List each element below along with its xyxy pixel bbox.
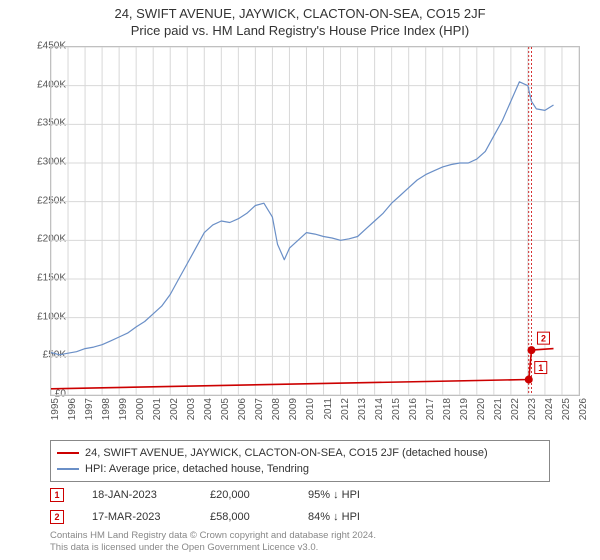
x-tick-label: 2023 bbox=[527, 398, 538, 420]
chart-footer: Contains HM Land Registry data © Crown c… bbox=[50, 530, 376, 554]
x-tick-label: 1997 bbox=[84, 398, 95, 420]
legend-label-price-paid: 24, SWIFT AVENUE, JAYWICK, CLACTON-ON-SE… bbox=[85, 445, 488, 461]
x-tick-label: 2001 bbox=[152, 398, 163, 420]
x-tick-label: 2003 bbox=[186, 398, 197, 420]
transaction-date: 18-JAN-2023 bbox=[92, 489, 182, 501]
x-tick-label: 2010 bbox=[305, 398, 316, 420]
x-tick-label: 2016 bbox=[408, 398, 419, 420]
svg-text:1: 1 bbox=[538, 363, 543, 373]
title-address: 24, SWIFT AVENUE, JAYWICK, CLACTON-ON-SE… bbox=[0, 6, 600, 21]
chart-legend: 24, SWIFT AVENUE, JAYWICK, CLACTON-ON-SE… bbox=[50, 440, 550, 482]
x-tick-label: 2014 bbox=[374, 398, 385, 420]
x-tick-label: 2000 bbox=[135, 398, 146, 420]
legend-swatch-hpi bbox=[57, 468, 79, 470]
svg-text:2: 2 bbox=[541, 334, 546, 344]
x-tick-label: 2022 bbox=[510, 398, 521, 420]
x-tick-label: 2011 bbox=[323, 398, 334, 420]
legend-row-hpi: HPI: Average price, detached house, Tend… bbox=[57, 461, 543, 477]
legend-row-price-paid: 24, SWIFT AVENUE, JAYWICK, CLACTON-ON-SE… bbox=[57, 445, 543, 461]
x-tick-label: 1996 bbox=[67, 398, 78, 420]
title-subtitle: Price paid vs. HM Land Registry's House … bbox=[0, 23, 600, 38]
x-tick-label: 2018 bbox=[442, 398, 453, 420]
x-tick-label: 2019 bbox=[459, 398, 470, 420]
table-row: 2 17-MAR-2023 £58,000 84% ↓ HPI bbox=[50, 506, 408, 528]
footer-line2: This data is licensed under the Open Gov… bbox=[50, 542, 376, 554]
chart-titles: 24, SWIFT AVENUE, JAYWICK, CLACTON-ON-SE… bbox=[0, 0, 600, 38]
chart-container: 24, SWIFT AVENUE, JAYWICK, CLACTON-ON-SE… bbox=[0, 0, 600, 560]
x-tick-label: 2015 bbox=[391, 398, 402, 420]
x-tick-label: 2007 bbox=[254, 398, 265, 420]
x-tick-label: 2004 bbox=[203, 398, 214, 420]
x-tick-label: 2009 bbox=[288, 398, 299, 420]
legend-swatch-price-paid bbox=[57, 452, 79, 454]
table-row: 1 18-JAN-2023 £20,000 95% ↓ HPI bbox=[50, 484, 408, 506]
x-tick-label: 2020 bbox=[476, 398, 487, 420]
x-tick-label: 2021 bbox=[493, 398, 504, 420]
x-tick-label: 2026 bbox=[578, 398, 589, 420]
x-tick-label: 2013 bbox=[357, 398, 368, 420]
x-tick-label: 1995 bbox=[50, 398, 61, 420]
x-tick-label: 2006 bbox=[237, 398, 248, 420]
x-tick-label: 2005 bbox=[220, 398, 231, 420]
chart-svg: 12 bbox=[51, 47, 579, 395]
x-tick-label: 2017 bbox=[425, 398, 436, 420]
chart-plot-area: 12 bbox=[50, 46, 580, 396]
x-tick-label: 2008 bbox=[271, 398, 282, 420]
transaction-price: £20,000 bbox=[210, 489, 280, 501]
x-tick-label: 2025 bbox=[561, 398, 572, 420]
transaction-date: 17-MAR-2023 bbox=[92, 511, 182, 523]
transaction-pct: 84% ↓ HPI bbox=[308, 511, 408, 523]
x-tick-label: 2024 bbox=[544, 398, 555, 420]
transaction-marker-icon: 2 bbox=[50, 510, 64, 524]
transactions-table: 1 18-JAN-2023 £20,000 95% ↓ HPI 2 17-MAR… bbox=[50, 484, 408, 528]
legend-label-hpi: HPI: Average price, detached house, Tend… bbox=[85, 461, 309, 477]
x-tick-label: 1999 bbox=[118, 398, 129, 420]
transaction-pct: 95% ↓ HPI bbox=[308, 489, 408, 501]
transaction-marker-icon: 1 bbox=[50, 488, 64, 502]
x-tick-label: 1998 bbox=[101, 398, 112, 420]
x-tick-label: 2012 bbox=[340, 398, 351, 420]
transaction-price: £58,000 bbox=[210, 511, 280, 523]
x-tick-label: 2002 bbox=[169, 398, 180, 420]
footer-line1: Contains HM Land Registry data © Crown c… bbox=[50, 530, 376, 542]
